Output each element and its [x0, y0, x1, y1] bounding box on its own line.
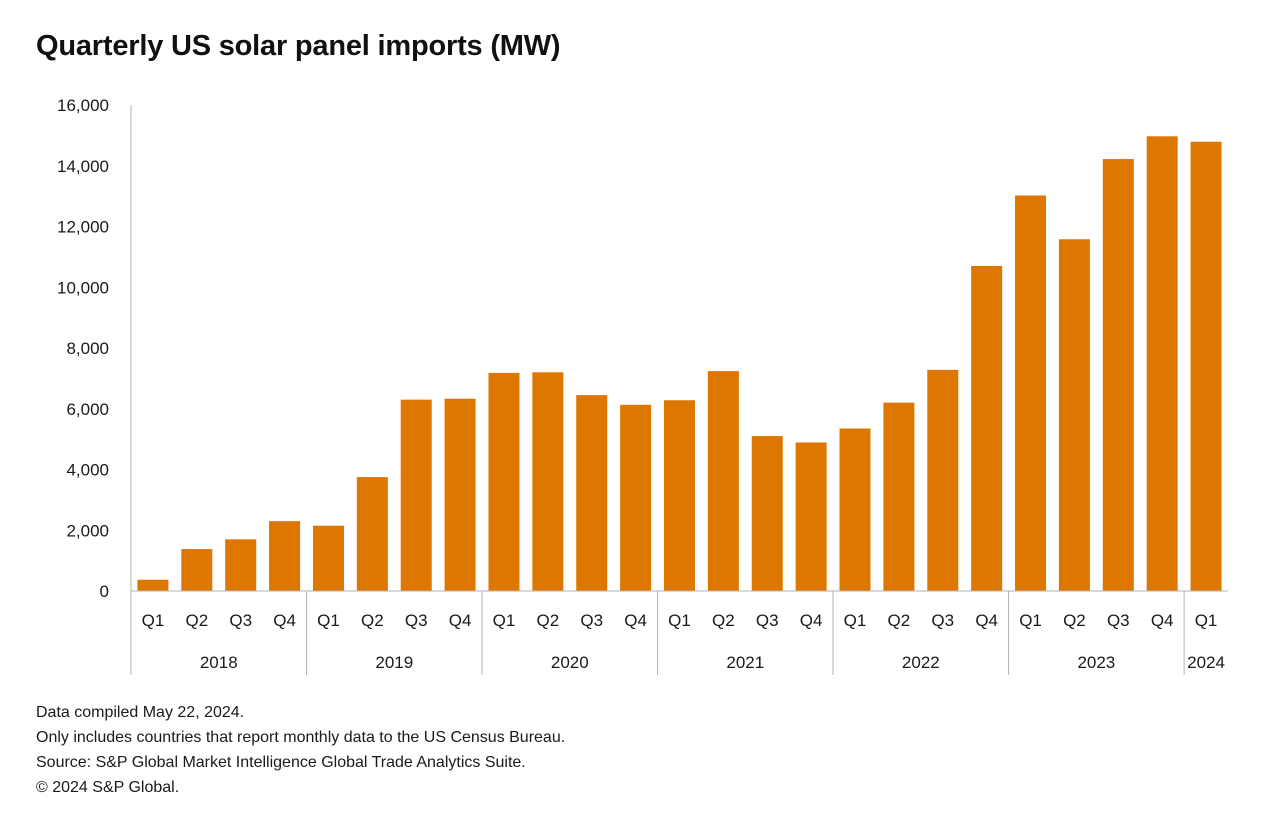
bar — [707, 371, 739, 591]
x-tick-label: Q3 — [931, 611, 954, 630]
y-tick-label: 6,000 — [66, 400, 109, 419]
bar — [269, 521, 301, 591]
x-tick-label: Q1 — [1019, 611, 1042, 630]
bar — [488, 372, 520, 591]
note-copyright: © 2024 S&P Global. — [36, 779, 180, 796]
bar — [1146, 136, 1178, 592]
bar — [971, 265, 1003, 591]
x-tick-label: Q2 — [888, 611, 911, 630]
bar — [181, 549, 213, 591]
chart-title: Quarterly US solar panel imports (MW) — [36, 30, 561, 62]
y-tick-label: 4,000 — [66, 461, 109, 480]
y-tick-label: 10,000 — [57, 278, 109, 297]
year-label: 2022 — [902, 653, 940, 672]
x-tick-label: Q4 — [449, 611, 472, 630]
y-tick-label: 8,000 — [66, 339, 109, 358]
x-tick-label: Q3 — [229, 611, 252, 630]
x-tick-label: Q1 — [493, 611, 516, 630]
x-tick-label: Q3 — [405, 611, 428, 630]
bar — [883, 402, 915, 591]
bar — [356, 477, 388, 591]
bar — [532, 372, 564, 591]
y-tick-label: 0 — [100, 582, 109, 601]
x-tick-label: Q1 — [317, 611, 340, 630]
x-tick-label: Q1 — [142, 611, 165, 630]
x-tick-label: Q4 — [273, 611, 296, 630]
note-source: Source: S&P Global Market Intelligence G… — [36, 754, 526, 771]
bar — [225, 539, 257, 591]
x-tick-label: Q2 — [361, 611, 384, 630]
note-coverage: Only includes countries that report mont… — [36, 729, 566, 746]
bar — [137, 579, 169, 591]
x-tick-label: Q3 — [580, 611, 603, 630]
x-tick-label: Q1 — [844, 611, 867, 630]
y-tick-label: 16,000 — [57, 96, 109, 115]
bar — [1102, 159, 1134, 591]
year-label: 2019 — [375, 653, 413, 672]
bar — [664, 400, 695, 591]
bar — [751, 436, 783, 591]
bar — [620, 404, 652, 591]
x-tick-label: Q2 — [712, 611, 735, 630]
x-tick-label: Q4 — [1151, 611, 1174, 630]
x-tick-label: Q1 — [1195, 611, 1218, 630]
y-tick-label: 14,000 — [57, 157, 109, 176]
year-label: 2023 — [1077, 653, 1115, 672]
bar — [444, 398, 476, 591]
bar — [839, 428, 871, 591]
bar — [1190, 141, 1222, 591]
x-tick-label: Q3 — [1107, 611, 1130, 630]
bar — [795, 442, 827, 591]
year-label: 2024 — [1187, 653, 1225, 672]
x-tick-label: Q2 — [1063, 611, 1086, 630]
x-tick-label: Q4 — [624, 611, 647, 630]
year-label: 2021 — [726, 653, 764, 672]
year-label: 2020 — [551, 653, 589, 672]
x-tick-label: Q3 — [756, 611, 779, 630]
bar — [312, 525, 344, 591]
bar — [1058, 239, 1090, 591]
bar — [1015, 195, 1047, 591]
x-tick-label: Q2 — [537, 611, 560, 630]
bar — [400, 399, 432, 591]
x-tick-label: Q4 — [800, 611, 823, 630]
bar — [927, 369, 959, 591]
x-tick-label: Q1 — [668, 611, 691, 630]
year-label: 2018 — [200, 653, 238, 672]
bar-chart: 0 2,000 4,000 6,000 8,000 10,000 12,000 14,000 1… — [57, 96, 1228, 675]
note-data-compiled: Data compiled May 22, 2024. — [36, 704, 245, 721]
bar — [576, 395, 608, 591]
chart-notes: Data compiled May 22, 2024. Only include… — [36, 700, 565, 800]
y-tick-label: 12,000 — [57, 218, 109, 237]
y-tick-label: 2,000 — [66, 521, 109, 540]
x-tick-label: Q2 — [185, 611, 208, 630]
x-tick-label: Q4 — [975, 611, 998, 630]
